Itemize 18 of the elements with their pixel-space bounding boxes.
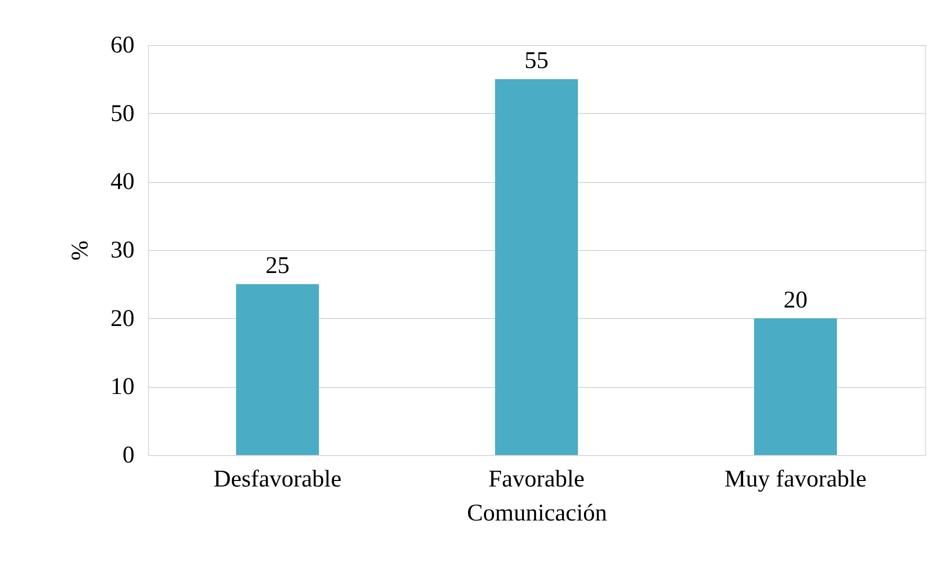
x-tick-label: Muy favorable [724, 466, 866, 492]
bar [495, 79, 578, 455]
y-tick-label: 60 [110, 32, 134, 58]
y-axis-title: % [68, 240, 94, 260]
y-tick-label: 30 [110, 238, 134, 264]
y-tick-label: 10 [110, 374, 134, 400]
bar [754, 318, 837, 455]
bar [236, 284, 319, 455]
y-tick-label: 50 [110, 100, 134, 127]
y-tick-label: 0 [122, 442, 134, 468]
data-label: 55 [524, 48, 548, 74]
data-label: 20 [784, 287, 808, 314]
data-label: 25 [266, 253, 290, 280]
x-tick-label: Favorable [488, 466, 584, 492]
x-tick-label: Desfavorable [214, 466, 342, 492]
y-tick-label: 20 [110, 306, 134, 332]
x-axis-title: Comunicación [467, 500, 607, 526]
y-tick-label: 40 [110, 169, 134, 196]
